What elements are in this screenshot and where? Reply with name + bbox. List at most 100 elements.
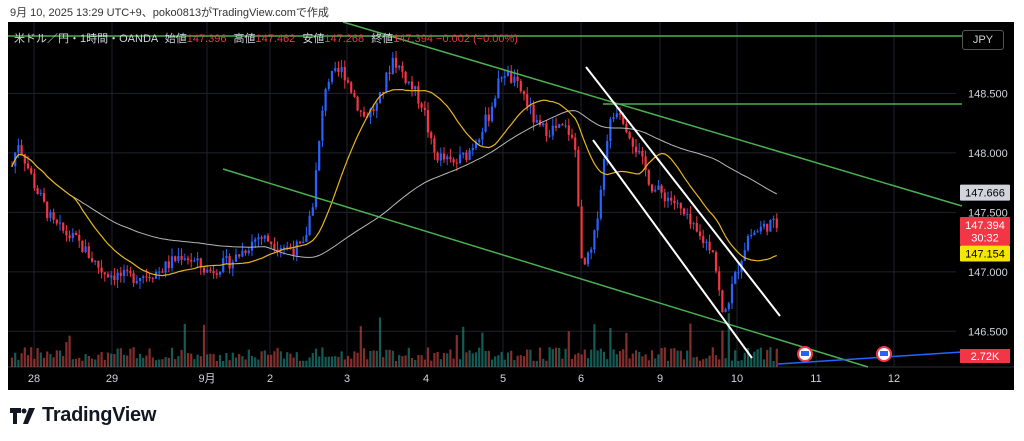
y-tick-label: 147.000: [968, 267, 1008, 279]
candle-body: [596, 218, 599, 231]
volume-bar: [58, 350, 62, 367]
volume-bar: [612, 349, 615, 367]
candle-body: [257, 237, 260, 240]
candle-body: [698, 231, 702, 237]
candle-body: [478, 139, 481, 143]
candle-body: [90, 258, 94, 262]
chart-frame[interactable]: 148.500 148.000 147.500 147.000 146.500 28 29 9…: [8, 22, 1014, 390]
price-badge-label: 147.394: [965, 220, 1005, 232]
currency-button[interactable]: JPY: [962, 30, 1004, 50]
x-tick-label: 6: [578, 373, 584, 385]
candle-body: [241, 250, 244, 257]
volume-bar: [241, 356, 244, 367]
candle-body: [561, 124, 564, 126]
candle-body: [225, 256, 228, 259]
volume-bar: [532, 360, 535, 367]
candle-body: [449, 156, 452, 160]
volume-bar: [526, 349, 529, 367]
candle-body: [772, 218, 775, 221]
volume-bar: [599, 348, 602, 367]
candle-body: [663, 192, 666, 202]
x-tick-label: 11: [810, 373, 821, 385]
volume-bar: [404, 355, 407, 367]
candle-body: [686, 213, 689, 215]
candle-body: [554, 125, 558, 128]
y-tick-label: 148.000: [968, 148, 1008, 160]
candle-body: [231, 261, 234, 269]
x-tick-label: 4: [423, 373, 429, 385]
volume-bar: [737, 360, 740, 367]
volume-bar: [529, 349, 532, 367]
volume-bar: [670, 348, 673, 367]
candle-body: [439, 153, 442, 161]
candle-body: [154, 272, 158, 279]
volume-bar: [650, 350, 654, 367]
volume-bar: [689, 323, 692, 367]
candle-body: [122, 269, 126, 277]
legend-high-value: 147.462: [255, 33, 296, 45]
volume-bar: [23, 347, 26, 367]
candle-body: [564, 125, 567, 127]
volume-bar: [330, 356, 334, 367]
y-tick-label: 147.500: [968, 207, 1008, 219]
volume-bar: [247, 349, 250, 367]
candle-body: [410, 81, 414, 90]
candle-body: [769, 220, 772, 232]
volume-bar: [494, 356, 497, 367]
ma-short-line: [11, 88, 778, 277]
volume-bar: [455, 335, 458, 367]
candle-body: [705, 241, 708, 243]
volume-bar: [772, 360, 775, 367]
volume-bar: [308, 357, 311, 367]
volume-badge-label: 2.72K: [971, 351, 1000, 363]
candle-body: [26, 163, 30, 169]
candle-body: [730, 283, 734, 304]
candle-body: [382, 92, 385, 94]
candle-body: [602, 158, 606, 190]
volume-bar: [266, 354, 270, 367]
volume-bar: [462, 326, 465, 367]
volume-bar: [36, 348, 39, 367]
candle-body: [570, 134, 574, 138]
price-badge-ma-short: [960, 245, 1010, 262]
volume-bar: [657, 354, 660, 367]
volume-bar: [222, 360, 225, 367]
volume-bar: [148, 348, 151, 367]
volume-bar: [122, 354, 126, 367]
volume-bar: [615, 354, 618, 367]
volume-bar: [433, 353, 436, 367]
candle-body: [20, 145, 23, 155]
x-tick-label: 9: [657, 373, 663, 385]
volume-bar: [740, 360, 743, 367]
volume-bar: [766, 349, 769, 367]
candle-body: [33, 173, 36, 189]
candle-body: [266, 235, 270, 242]
candle-body: [433, 138, 436, 153]
volume-bar: [439, 359, 442, 367]
candle-body: [727, 303, 730, 310]
volume-bar: [570, 358, 574, 367]
candle-body: [721, 290, 724, 313]
volume-bar: [577, 352, 580, 367]
candle-body: [129, 270, 132, 274]
candle-body: [548, 135, 551, 137]
candle-body: [455, 162, 458, 164]
volume-bar: [420, 355, 423, 367]
candle-body: [494, 98, 497, 107]
candle-body: [78, 235, 81, 241]
volume-bar: [542, 358, 545, 367]
candle-body: [327, 81, 330, 90]
volume-bar: [318, 356, 321, 367]
volume-bar: [42, 357, 46, 367]
candle-body: [161, 271, 164, 273]
candle-body: [209, 269, 212, 271]
volume-bar: [234, 357, 238, 367]
volume-badge: [960, 349, 1010, 363]
tradingview-brand[interactable]: TradingView: [10, 404, 156, 427]
volume-bar: [84, 354, 87, 367]
candle-body: [423, 107, 426, 111]
candle-body: [180, 256, 183, 260]
volume-bar: [682, 359, 686, 367]
volume-bar: [388, 349, 391, 367]
